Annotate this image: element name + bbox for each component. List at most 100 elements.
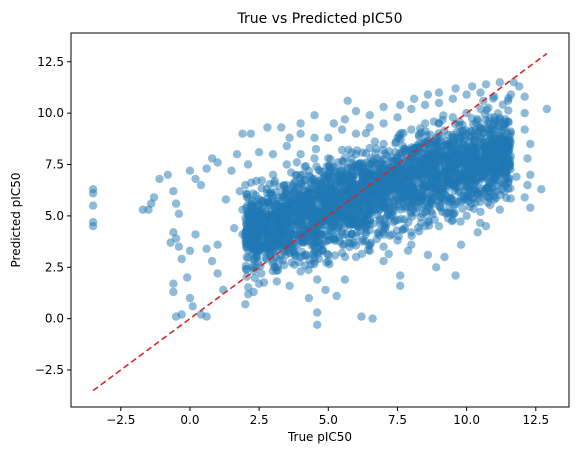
scatter-point xyxy=(456,217,465,226)
scatter-point xyxy=(442,141,452,151)
scatter-point xyxy=(324,250,333,260)
scatter-point xyxy=(88,189,98,198)
scatter-point xyxy=(88,222,98,231)
scatter-point xyxy=(407,166,416,175)
scatter-point xyxy=(420,160,430,169)
scatter-point xyxy=(365,205,374,214)
scatter-point xyxy=(462,150,471,159)
scatter-point xyxy=(330,251,340,260)
scatter-point xyxy=(252,176,261,186)
scatter-point xyxy=(396,271,405,280)
scatter-point xyxy=(337,228,347,237)
scatter-point xyxy=(296,252,305,262)
scatter-point xyxy=(462,90,471,99)
scatter-point xyxy=(362,192,371,201)
scatter-point xyxy=(174,209,184,218)
scatter-point xyxy=(420,201,430,210)
scatter-point xyxy=(169,279,178,288)
scatter-point xyxy=(257,269,266,278)
scatter-point xyxy=(434,180,444,190)
scatter-point xyxy=(490,133,499,142)
scatter-point xyxy=(351,252,361,262)
scatter-point xyxy=(324,209,333,218)
scatter-point xyxy=(426,130,435,139)
scatter-point xyxy=(423,90,433,99)
scatter-point xyxy=(495,205,504,214)
scatter-point xyxy=(358,235,368,244)
scatter-point xyxy=(440,252,449,262)
scatter-point xyxy=(434,119,444,128)
scatter-point xyxy=(462,170,471,179)
scatter-point xyxy=(202,244,211,253)
y-tick-label: 7.5 xyxy=(45,158,64,172)
scatter-point xyxy=(351,106,361,116)
scatter-point xyxy=(183,273,192,282)
scatter-point xyxy=(311,144,321,154)
scatter-point xyxy=(332,291,341,301)
x-tick-label: 7.5 xyxy=(388,413,407,427)
scatter-point xyxy=(340,115,350,124)
scatter-point xyxy=(389,207,398,216)
scatter-point xyxy=(292,158,302,167)
scatter-point xyxy=(351,129,361,138)
scatter-point xyxy=(303,190,312,199)
scatter-point xyxy=(490,113,499,122)
scatter-point xyxy=(407,228,416,237)
scatter-point xyxy=(324,133,333,142)
scatter-point xyxy=(495,78,504,87)
scatter-point xyxy=(169,287,178,297)
scatter-point xyxy=(448,133,457,142)
scatter-point xyxy=(230,224,239,233)
y-axis-ticks: −2.5 0.0 2.5 5.0 7.5 10.0 12.5 xyxy=(35,55,71,377)
scatter-point xyxy=(219,285,228,295)
scatter-point xyxy=(345,242,354,252)
scatter-point xyxy=(329,119,338,128)
scatter-point xyxy=(351,170,361,179)
scatter-point xyxy=(440,167,450,176)
scatter-point xyxy=(407,240,416,249)
scatter-point xyxy=(482,124,491,133)
scatter-point xyxy=(503,178,513,188)
scatter-point xyxy=(185,293,195,303)
scatter-point xyxy=(336,178,345,187)
scatter-point xyxy=(310,174,319,184)
scatter-point xyxy=(282,141,291,151)
scatter-point xyxy=(465,137,475,146)
scatter-point xyxy=(407,187,416,196)
scatter-point xyxy=(384,249,393,259)
scatter-point xyxy=(324,236,333,245)
scatter-point xyxy=(356,199,365,208)
scatter-point xyxy=(296,191,305,200)
scatter-point xyxy=(476,166,485,175)
scatter-point xyxy=(334,158,343,167)
scatter-point xyxy=(277,123,286,132)
scatter-point xyxy=(478,173,487,182)
y-axis-title: Predicted pIC50 xyxy=(9,173,23,268)
scatter-point xyxy=(207,256,217,266)
scatter-point xyxy=(365,185,374,194)
scatter-point xyxy=(468,82,477,91)
scatter-point xyxy=(490,195,499,204)
scatter-point xyxy=(476,104,485,114)
x-tick-label: −2.5 xyxy=(106,413,135,427)
scatter-point xyxy=(254,279,264,288)
scatter-point xyxy=(434,222,444,231)
scatter-point xyxy=(448,215,457,225)
plot-area-frame xyxy=(70,32,570,408)
scatter-point xyxy=(356,158,365,167)
scatter-point xyxy=(423,154,433,163)
scatter-point xyxy=(324,256,333,266)
scatter-point xyxy=(324,215,333,225)
scatter-point xyxy=(503,117,513,126)
x-tick-label: 5.0 xyxy=(319,413,338,427)
scatter-point xyxy=(282,160,291,169)
scatter-point xyxy=(351,220,360,229)
scatter-point xyxy=(420,222,430,231)
scatter-point xyxy=(469,158,478,167)
scatter-point xyxy=(351,232,361,241)
scatter-point xyxy=(393,195,402,204)
scatter-point xyxy=(177,310,186,319)
scatter-point xyxy=(418,209,427,219)
scatter-point xyxy=(296,119,305,128)
